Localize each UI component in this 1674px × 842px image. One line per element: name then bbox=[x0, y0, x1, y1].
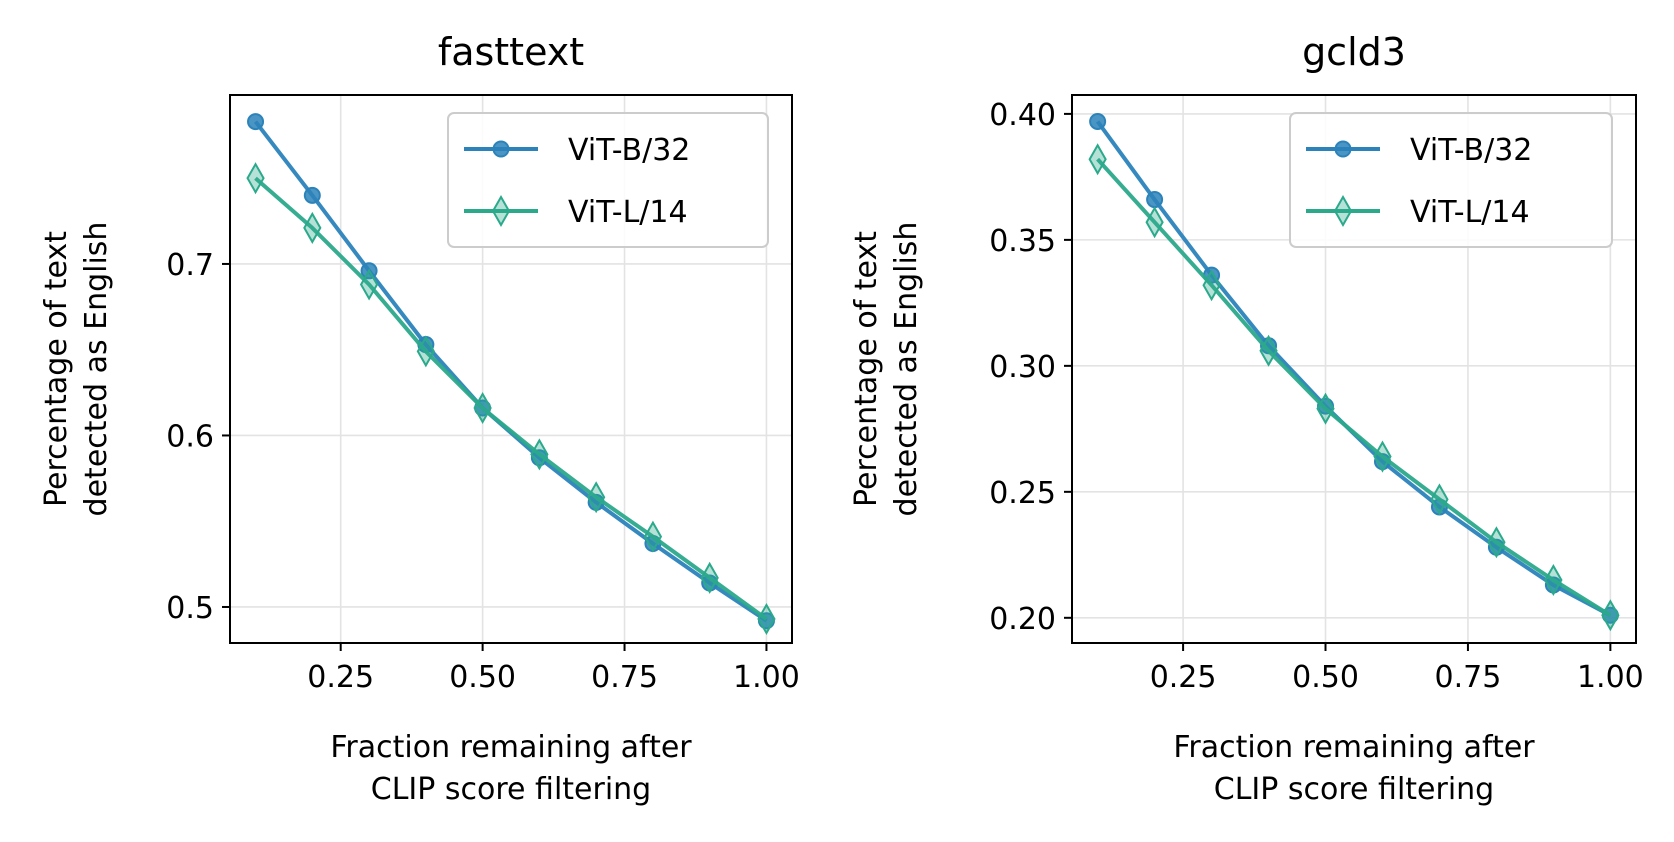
series-line-2 bbox=[1096, 157, 1612, 618]
chart-title: gcld3 bbox=[1302, 30, 1406, 74]
legend-box bbox=[1289, 112, 1613, 248]
legend-box bbox=[447, 112, 769, 248]
y-tick-label: 0.30 bbox=[989, 350, 1056, 385]
data-point bbox=[757, 602, 776, 636]
data-point bbox=[1259, 334, 1278, 367]
y-tick-label: 0.40 bbox=[989, 98, 1056, 133]
x-axis-label: Fraction remaining after bbox=[1173, 730, 1535, 765]
legend-marker bbox=[491, 194, 511, 228]
legend-label: ViT-B/32 bbox=[568, 133, 690, 168]
data-point bbox=[303, 186, 321, 204]
data-point bbox=[473, 392, 492, 425]
y-axis-label: Percentage of text bbox=[39, 231, 74, 507]
x-tick-label: 1.00 bbox=[1577, 660, 1644, 695]
y-tick-label: 0.5 bbox=[166, 591, 214, 626]
y-axis-label: Percentage of text bbox=[849, 231, 884, 507]
legend: ViT-B/32 ViT-L/14 bbox=[1289, 112, 1613, 248]
data-point bbox=[1601, 599, 1620, 632]
x-axis-label: Fraction remaining after bbox=[330, 730, 692, 765]
legend-label: ViT-B/32 bbox=[1410, 133, 1532, 168]
x-tick-label: 0.75 bbox=[591, 660, 658, 695]
x-tick-label: 0.50 bbox=[449, 660, 516, 695]
chart-panel-1: 0.25 0.50 0.75 1.00 0.5 0.6 0.7 fasttext Fractio… bbox=[39, 30, 800, 807]
legend-label: ViT-L/14 bbox=[1410, 195, 1530, 230]
data-point bbox=[1089, 112, 1107, 130]
data-point bbox=[530, 438, 549, 471]
x-tick-label: 0.50 bbox=[1292, 660, 1359, 695]
data-point bbox=[416, 335, 435, 368]
chart-title: fasttext bbox=[438, 30, 584, 74]
y-axis-label: detected as English bbox=[79, 222, 114, 517]
y-tick-label: 0.20 bbox=[989, 602, 1056, 637]
data-point bbox=[1146, 191, 1164, 209]
y-axis-label: detected as English bbox=[889, 222, 924, 517]
data-point bbox=[1430, 483, 1449, 516]
data-point bbox=[1487, 526, 1506, 559]
legend-label: ViT-L/14 bbox=[568, 195, 688, 230]
legend-marker bbox=[492, 140, 510, 158]
data-point bbox=[1544, 563, 1563, 597]
legend-marker bbox=[1334, 140, 1352, 158]
x-tick-label: 0.25 bbox=[1150, 660, 1217, 695]
y-tick-label: 0.25 bbox=[989, 476, 1056, 511]
x-tick-label: 0.75 bbox=[1435, 660, 1502, 695]
x-axis-label: CLIP score filtering bbox=[371, 772, 651, 807]
axes-frame bbox=[1071, 94, 1637, 644]
data-point bbox=[1316, 392, 1335, 425]
x-axis-label: CLIP score filtering bbox=[1214, 772, 1494, 807]
data-point bbox=[700, 561, 719, 594]
y-tick-label: 0.35 bbox=[989, 224, 1056, 259]
data-point bbox=[303, 211, 322, 244]
y-tick-label: 0.7 bbox=[166, 248, 214, 283]
data-point bbox=[359, 268, 379, 301]
data-point bbox=[586, 481, 606, 514]
data-point bbox=[246, 162, 265, 195]
legend-marker bbox=[1333, 194, 1353, 228]
x-tick-label: 0.25 bbox=[307, 660, 374, 695]
data-point bbox=[1202, 269, 1221, 302]
data-point bbox=[247, 113, 265, 131]
legend: ViT-B/32 ViT-L/14 bbox=[447, 112, 769, 248]
data-point bbox=[643, 520, 663, 553]
chart-panel-2: 0.25 0.50 0.75 1.00 0.20 0.25 0.30 0.35 0.40 gcld… bbox=[849, 30, 1644, 807]
data-point bbox=[1373, 440, 1392, 473]
y-tick-label: 0.6 bbox=[166, 419, 214, 454]
axes-frame bbox=[229, 94, 793, 644]
data-point bbox=[1145, 206, 1164, 239]
x-tick-label: 1.00 bbox=[733, 660, 800, 695]
data-point bbox=[1088, 143, 1107, 176]
series-line-2 bbox=[254, 176, 768, 621]
